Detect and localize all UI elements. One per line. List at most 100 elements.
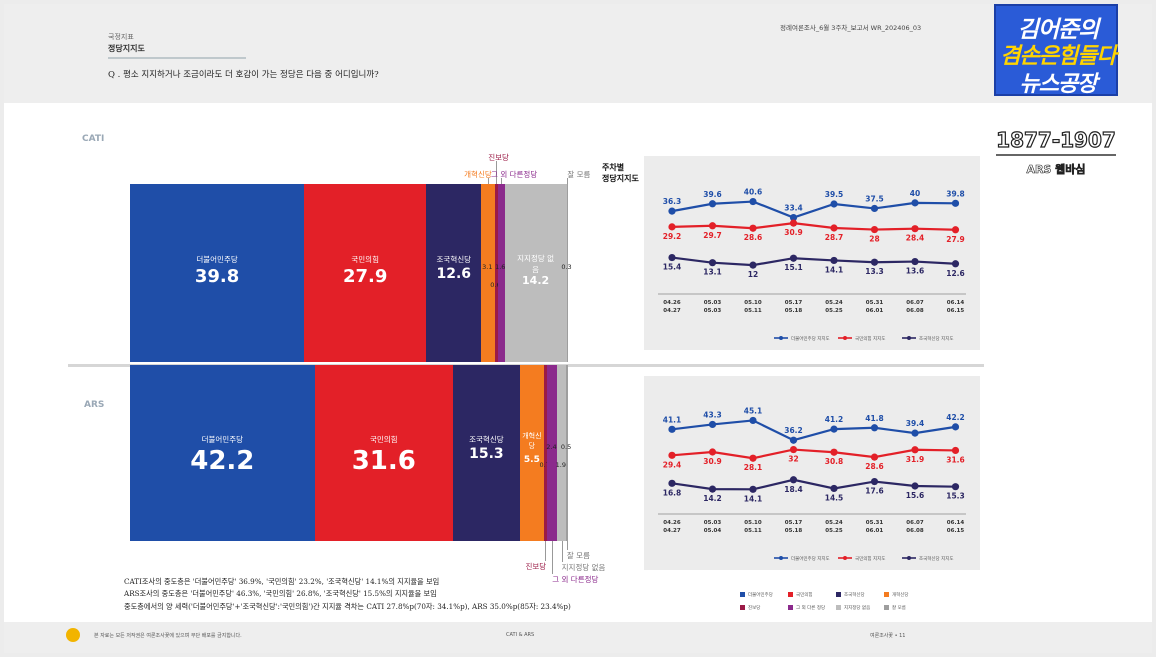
x-tick-label: 04.27	[663, 308, 681, 314]
x-tick-label: 06.15	[947, 528, 965, 534]
x-tick-label: 04.27	[663, 528, 681, 534]
data-point	[708, 420, 717, 429]
bar-value: 42.2	[190, 446, 255, 476]
legend-dot	[907, 336, 911, 340]
data-point	[830, 425, 838, 433]
data-label: 28	[869, 235, 879, 244]
data-point	[708, 485, 717, 493]
data-label: 39.6	[703, 190, 722, 199]
callout-leader	[545, 541, 547, 561]
data-point	[951, 226, 960, 234]
bar-segment-reform: 개혁신당 5.5	[519, 365, 544, 541]
series-line-1	[671, 448, 956, 460]
data-label: 31.6	[946, 455, 965, 464]
bar-value: 0.7	[539, 461, 550, 469]
data-point	[789, 213, 798, 222]
legend-item: 진보당	[740, 605, 760, 611]
legend-swatch	[884, 605, 889, 610]
data-point	[870, 477, 879, 486]
legend-swatch	[740, 605, 745, 610]
data-label: 40.6	[744, 188, 763, 197]
survey-question: Q . 평소 지지하거나 조금이라도 더 호감이 가는 정당은 다음 중 어디입…	[108, 70, 379, 80]
data-point	[911, 225, 919, 233]
x-tick-label: 05.18	[785, 528, 803, 534]
data-point	[789, 219, 798, 227]
data-point	[789, 445, 798, 454]
bar-value: 15.3	[469, 446, 504, 462]
data-label: 39.5	[825, 190, 844, 199]
legend-dot	[843, 336, 847, 340]
note-line: CATI조사의 중도층은 '더불어민주당' 36.9%, '국민의힘' 23.2…	[124, 577, 440, 586]
page-title: 정당지지도	[108, 44, 145, 53]
x-tick-label: 05.18	[785, 308, 803, 314]
bar-label: 국민의힘	[369, 435, 398, 444]
data-point	[749, 485, 757, 493]
data-point	[708, 448, 717, 456]
series-line-2	[671, 478, 956, 491]
footer-copyright: 본 자료는 모든 저작권은 여론조사꽃에 있으며 무단 배포를 금지합니다.	[94, 633, 242, 639]
legend-swatch	[740, 592, 745, 597]
data-label: 15.4	[663, 263, 682, 272]
x-tick-label: 04.26	[663, 300, 681, 306]
data-point	[870, 258, 879, 266]
bar-value: 1.6	[495, 263, 506, 271]
data-point	[911, 482, 919, 490]
bar-value: 5.5	[523, 455, 540, 465]
data-point	[870, 225, 879, 234]
x-tick-label: 06.15	[947, 308, 965, 314]
bar-value: 0.5	[560, 443, 572, 451]
line-panel-cati: 36.3 39.6 40.6 33.4 39.5 37.5 40 39.8 29.2 29.7 28…	[644, 156, 980, 350]
x-tick-label: 06.08	[906, 528, 924, 534]
data-label: 28.7	[825, 233, 844, 242]
footer: 본 자료는 모든 저작권은 여론조사꽃에 있으며 무단 배포를 금지합니다. C…	[4, 622, 1152, 653]
data-point	[749, 224, 757, 232]
data-point	[911, 429, 919, 437]
data-point	[668, 451, 676, 459]
bar-label: 더불어민주당	[196, 255, 238, 264]
x-tick-label: 05.03	[704, 520, 722, 526]
legend-item: 잘 모름	[884, 605, 906, 611]
data-point	[789, 436, 798, 444]
data-label: 16.8	[663, 488, 682, 497]
legend-dot	[779, 336, 783, 340]
bar-callout: 진보당	[525, 562, 547, 571]
legend-label: 국민의힘 지지도	[855, 335, 885, 342]
data-point	[749, 416, 757, 425]
x-tick-label: 06.07	[906, 520, 924, 526]
bar-value: 31.6	[351, 446, 416, 476]
breadcrumb: 국정지표	[108, 33, 134, 41]
header-band	[4, 4, 1152, 103]
data-point	[870, 424, 879, 432]
bar-callout: 잘 모름	[567, 170, 591, 179]
data-label: 41.2	[825, 415, 844, 424]
footer-page: 여론조사꽃 • 11	[870, 633, 906, 639]
data-label: 29.7	[703, 231, 722, 240]
x-tick-label: 05.31	[866, 300, 884, 306]
data-point	[830, 484, 838, 493]
bar-segment-progressive: 0.7	[539, 365, 550, 541]
bar-callout: 그 외 다른정당	[552, 575, 599, 584]
data-label: 15.1	[784, 263, 803, 272]
line-chart-cati: 36.3 39.6 40.6 33.4 39.5 37.5 40 39.8 29.2 29.7 28…	[658, 188, 966, 342]
bar-callout: 진보당	[488, 153, 509, 162]
logo-line2: 겸손은힘들다	[1000, 44, 1116, 69]
bar-segment-reform: 3.1	[481, 184, 495, 362]
data-label: 30.9	[703, 457, 722, 466]
data-label: 33.4	[784, 204, 803, 213]
x-tick-label: 05.11	[744, 528, 762, 534]
data-label: 12	[748, 270, 758, 279]
data-label: 41.1	[663, 415, 682, 424]
callout-leader	[501, 178, 503, 184]
section-label-cati: CATI	[82, 134, 105, 144]
callout-leader	[496, 161, 498, 184]
data-point	[749, 261, 757, 269]
legend-label: 더불어민주당 지지도	[791, 335, 830, 342]
legend-label: 국민의힘 지지도	[855, 555, 885, 562]
data-point	[830, 256, 838, 265]
x-tick-label: 05.24	[825, 520, 843, 526]
data-label: 14.5	[825, 493, 844, 502]
data-point	[668, 425, 676, 433]
data-label: 18.4	[784, 485, 803, 494]
data-label: 15.6	[906, 491, 925, 500]
bar-segment-rebuild: 조국혁신당 15.3	[452, 365, 520, 541]
